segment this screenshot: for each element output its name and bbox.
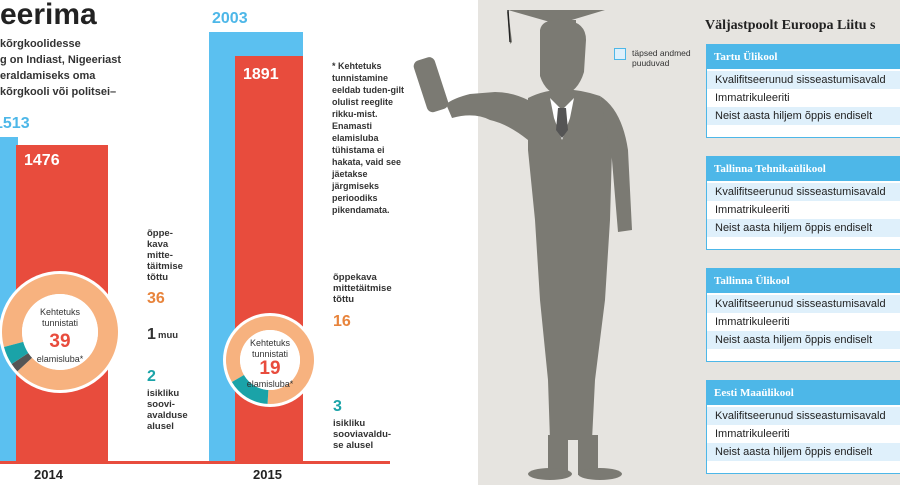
baseline [0, 461, 390, 464]
uni-name: Tallinna Ülikool [707, 269, 900, 293]
uni-row: Immatrikuleeriti [707, 313, 900, 331]
donut-2014-line3: elamisluba* [36, 354, 84, 364]
legend-text: täpsed andmed puuduvad [632, 48, 691, 68]
uni-row: Immatrikuleeriti [707, 201, 900, 219]
donut-2015-total: 19 [259, 358, 281, 379]
uni-row: Kvalifitseerunud sisseastumisavald [707, 71, 900, 89]
donut-2015-line1: Kehtetuks [249, 338, 291, 348]
chart-title: eerima [0, 0, 97, 31]
uni-box-tlu: Tallinna Ülikool Kvalifitseerunud sissea… [706, 268, 900, 362]
value-2015-curriculum: 16 [333, 313, 351, 330]
uni-row: Neist aasta hiljem õppis endiselt [707, 331, 900, 349]
donut-2014-total: 39 [49, 331, 71, 352]
donut-2015-line2: tunnistati [251, 349, 289, 359]
uni-row: Kvalifitseerunud sisseastumisavald [707, 183, 900, 201]
value-2014-curriculum: 36 [147, 290, 165, 307]
footnote: * Kehtetuks tunnistamine eeldab tuden-gi… [332, 61, 404, 215]
donut-segment-1 [231, 375, 269, 404]
bar-label-2015-red: 1891 [243, 66, 279, 83]
intro-text: kõrgkoolidesse g on Indiast, Nigeeriast … [0, 38, 122, 98]
uni-name: Tallinna Tehnikaülikool [707, 157, 900, 181]
value-2014-personal: 2 [147, 368, 156, 385]
donut-2014-line1: Kehtetuks [39, 307, 81, 317]
donut-2014 [0, 271, 121, 393]
uni-box-emu: Eesti Maaülikool Kvalifitseerunud sissea… [706, 380, 900, 474]
donut-segment-0 [226, 316, 314, 404]
label-2015-curriculum: õppekava mittetäitmise tõttu [333, 272, 392, 305]
year-label-2014: 2014 [34, 467, 63, 482]
uni-box-tartu: Tartu Ülikool Kvalifitseerunud sisseastu… [706, 44, 900, 138]
value-2015-personal: 3 [333, 398, 342, 415]
label-2014-personal: isikliku soovi- avalduse alusel [147, 388, 188, 432]
uni-row: Immatrikuleeriti [707, 425, 900, 443]
bar-label-2014-blue: 1513 [0, 115, 30, 132]
label-2015-personal: isikliku sooviavaldu- se alusel [333, 418, 392, 451]
value-2014-other: 1 [147, 326, 156, 343]
uni-row: Neist aasta hiljem õppis endiselt [707, 443, 900, 461]
right-title: Väljastpoolt Euroopa Liitu s [705, 18, 876, 33]
donut-hole [240, 330, 300, 390]
donut-hole [22, 294, 98, 370]
uni-row: Neist aasta hiljem õppis endiselt [707, 219, 900, 237]
uni-row: Neist aasta hiljem õppis endiselt [707, 107, 900, 125]
label-2014-other: muu [158, 330, 179, 341]
uni-name: Tartu Ülikool [707, 45, 900, 69]
label-2014-curriculum: õppe- kava mitte- täitmise tõttu [147, 228, 183, 283]
uni-row: Immatrikuleeriti [707, 89, 900, 107]
donut-segment-0 [2, 274, 119, 390]
bar-label-2014-red: 1476 [24, 152, 60, 169]
donut-segment-1 [11, 352, 33, 372]
donut-2015-line3: elamisluba* [246, 379, 294, 389]
uni-row: Kvalifitseerunud sisseastumisavald [707, 295, 900, 313]
donut-2015 [223, 313, 317, 407]
bar-label-2015-blue: 2003 [212, 10, 248, 27]
year-label-2015: 2015 [253, 467, 282, 482]
donut-segment-2 [3, 341, 29, 364]
legend-swatch-icon [614, 48, 626, 60]
uni-row: Kvalifitseerunud sisseastumisavald [707, 407, 900, 425]
donut-2014-line2: tunnistati [41, 318, 79, 328]
uni-box-taltech: Tallinna Tehnikaülikool Kvalifitseerunud… [706, 156, 900, 250]
uni-name: Eesti Maaülikool [707, 381, 900, 405]
graduate-figure-icon [413, 9, 632, 480]
